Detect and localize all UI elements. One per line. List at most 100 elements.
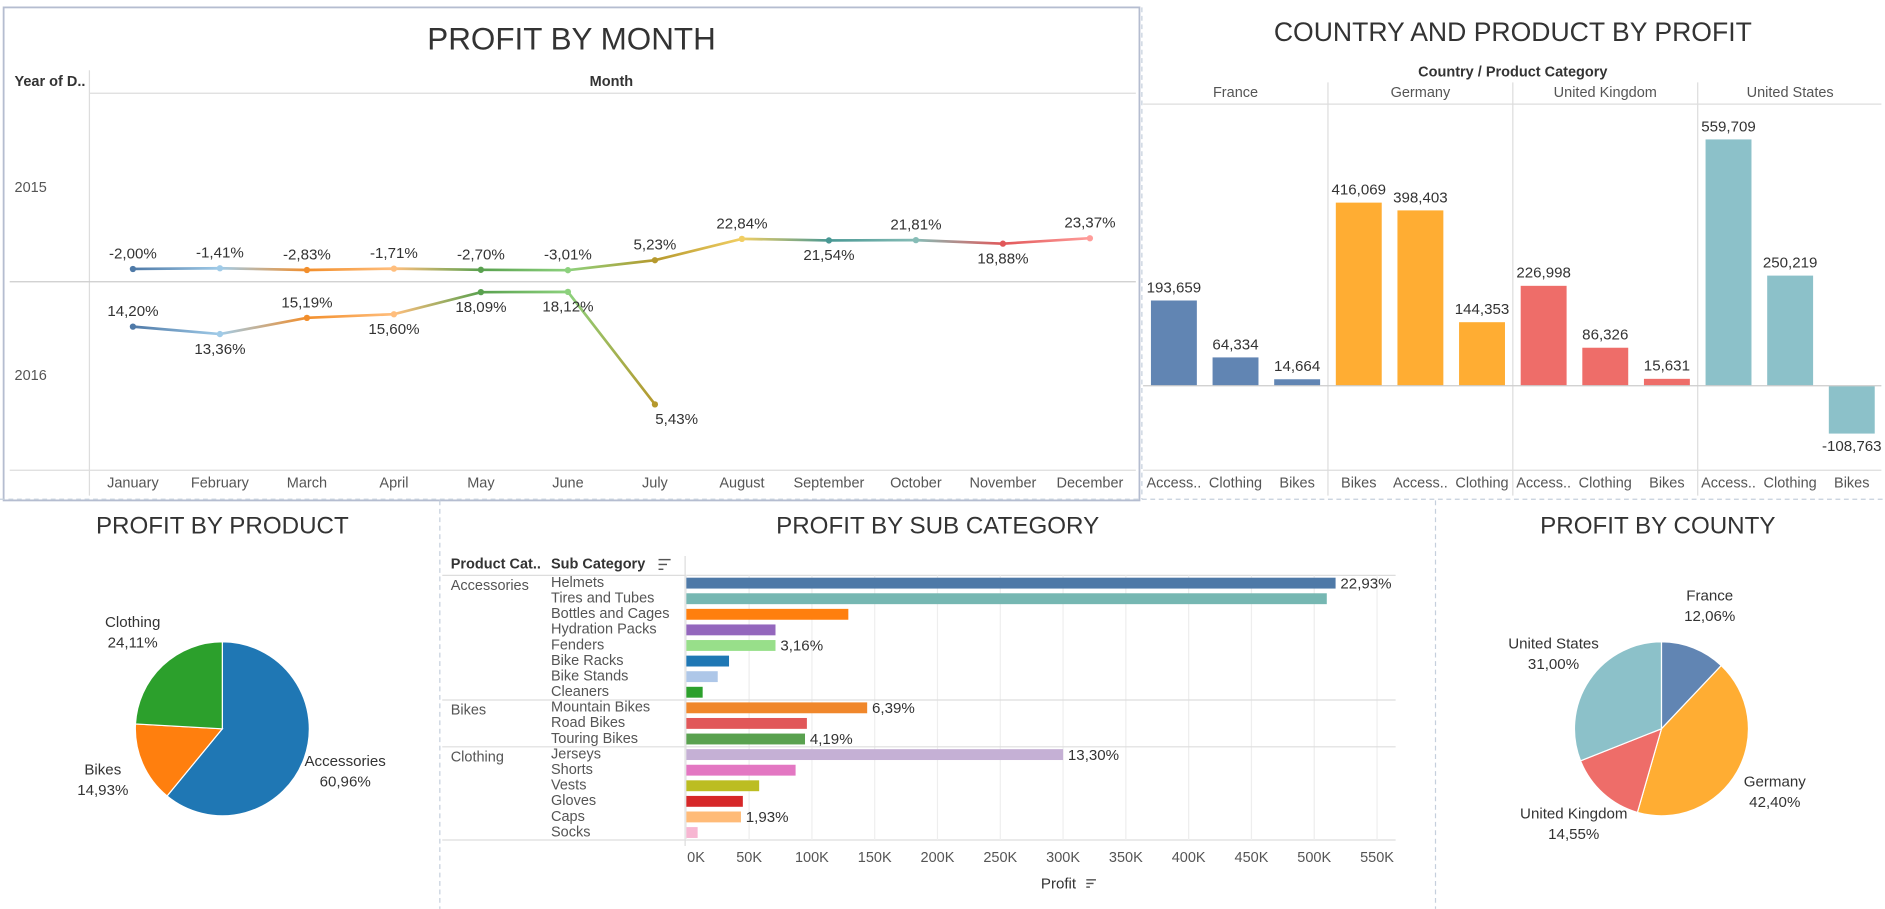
category-header: Sub Category bbox=[551, 556, 645, 572]
x-tick-label: 0K bbox=[687, 850, 705, 866]
slice-label: France bbox=[1686, 588, 1733, 605]
slice-label: United Kingdom bbox=[1520, 806, 1627, 823]
column-header: Month bbox=[590, 74, 633, 90]
group-label: Accessories bbox=[451, 578, 529, 594]
pie-slice bbox=[1579, 727, 1663, 814]
x-tick-label: Clothing bbox=[1764, 475, 1817, 491]
data-label: -3,01% bbox=[544, 247, 592, 264]
group-label: France bbox=[1213, 85, 1258, 101]
x-tick-label: February bbox=[191, 475, 250, 491]
x-tick-label: May bbox=[467, 475, 495, 491]
x-tick-label: July bbox=[642, 475, 669, 491]
slice-value: 31,00% bbox=[1528, 656, 1579, 673]
data-label: 15,60% bbox=[368, 321, 419, 338]
category-label: Jerseys bbox=[551, 746, 601, 762]
bar bbox=[686, 827, 698, 838]
bar bbox=[686, 717, 807, 729]
point bbox=[999, 240, 1007, 247]
bar bbox=[686, 593, 1327, 605]
group-label: United States bbox=[1747, 85, 1834, 101]
point bbox=[477, 266, 485, 273]
category-label: Caps bbox=[551, 809, 585, 825]
data-label: -2,70% bbox=[457, 246, 505, 263]
data-label: 15,631 bbox=[1644, 358, 1690, 375]
data-label: 144,353 bbox=[1455, 301, 1510, 318]
data-label: 23,37% bbox=[1064, 215, 1115, 232]
data-label: -108,763 bbox=[1822, 438, 1882, 455]
x-tick-label: 300K bbox=[1046, 850, 1080, 866]
sort-icon[interactable] bbox=[658, 558, 671, 571]
chart-title: PROFIT BY PRODUCT bbox=[96, 512, 349, 539]
bar bbox=[686, 764, 796, 776]
bar bbox=[1150, 300, 1197, 386]
category-label: Hydration Packs bbox=[551, 622, 657, 638]
data-label: 22,93% bbox=[1340, 575, 1391, 592]
point bbox=[564, 267, 572, 274]
bar bbox=[1459, 322, 1505, 386]
bar bbox=[686, 795, 743, 807]
point bbox=[651, 257, 659, 264]
x-tick-label: Clothing bbox=[1209, 475, 1262, 491]
row-header: Year of D.. bbox=[15, 74, 86, 90]
x-tick-label: Access.. bbox=[1516, 475, 1571, 491]
bar bbox=[686, 671, 718, 683]
x-tick-label: Bikes bbox=[1279, 475, 1314, 491]
data-label: 13,30% bbox=[1068, 747, 1119, 764]
category-label: Cleaners bbox=[551, 684, 609, 700]
pie-slice bbox=[1636, 664, 1750, 817]
x-axis-title: Profit bbox=[1041, 876, 1077, 893]
bar bbox=[686, 655, 730, 667]
slice-value: 12,06% bbox=[1684, 608, 1735, 625]
x-tick-label: Access.. bbox=[1701, 475, 1756, 491]
data-label: 21,54% bbox=[803, 247, 854, 264]
data-label: 14,20% bbox=[107, 303, 158, 320]
bar bbox=[1397, 210, 1444, 386]
data-label: 21,81% bbox=[890, 217, 941, 234]
x-tick-label: Clothing bbox=[1455, 475, 1508, 491]
x-tick-label: Bikes bbox=[1834, 475, 1869, 491]
data-label: 18,88% bbox=[977, 250, 1028, 267]
category-label: Bike Racks bbox=[551, 653, 624, 669]
bar bbox=[686, 608, 849, 620]
data-label: 250,219 bbox=[1763, 255, 1818, 272]
slice-value: 14,93% bbox=[77, 782, 128, 799]
sort-icon[interactable] bbox=[1086, 879, 1096, 888]
slice-label: Germany bbox=[1744, 774, 1807, 791]
line bbox=[132, 236, 1090, 272]
chart-title: PROFIT BY SUB CATEGORY bbox=[776, 512, 1099, 539]
bar bbox=[686, 640, 776, 651]
bar bbox=[1520, 285, 1567, 386]
data-label: -2,83% bbox=[283, 246, 331, 263]
point bbox=[303, 314, 311, 321]
x-tick-label: Bikes bbox=[1649, 475, 1684, 491]
point bbox=[651, 401, 659, 408]
pie-slice bbox=[134, 723, 224, 797]
pie-slice bbox=[134, 641, 223, 730]
data-label: 13,36% bbox=[194, 341, 245, 358]
data-label: 14,664 bbox=[1274, 358, 1320, 375]
point bbox=[912, 236, 920, 244]
data-label: 1,93% bbox=[746, 809, 789, 826]
category-label: Shorts bbox=[551, 762, 593, 778]
bar bbox=[1828, 385, 1875, 434]
category-label: Fenders bbox=[551, 637, 604, 653]
bar bbox=[686, 577, 1336, 589]
point bbox=[390, 311, 398, 318]
chart-title: PROFIT BY COUNTY bbox=[1540, 512, 1775, 539]
pie-slice bbox=[1660, 641, 1723, 731]
data-label: -1,41% bbox=[196, 245, 244, 262]
category-label: Tires and Tubes bbox=[551, 591, 654, 607]
bar bbox=[686, 702, 868, 714]
bar bbox=[1643, 378, 1690, 386]
category-label: Touring Bikes bbox=[551, 731, 638, 747]
data-label: 416,069 bbox=[1331, 182, 1386, 199]
data-label: 559,709 bbox=[1701, 118, 1756, 135]
bar bbox=[1335, 202, 1382, 386]
data-label: -2,00% bbox=[109, 245, 157, 262]
slice-label: United States bbox=[1508, 636, 1599, 653]
point bbox=[129, 265, 137, 273]
x-tick-label: 100K bbox=[795, 850, 829, 866]
x-tick-label: 350K bbox=[1109, 850, 1143, 866]
x-tick-label: 400K bbox=[1172, 850, 1206, 866]
x-tick-label: 450K bbox=[1235, 850, 1269, 866]
